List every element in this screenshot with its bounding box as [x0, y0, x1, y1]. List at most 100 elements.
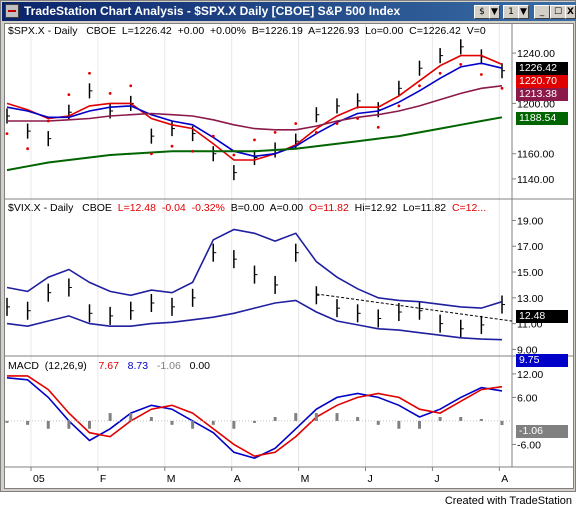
spx-sar-dot	[273, 130, 277, 134]
vix-axis-label: 15.00	[517, 267, 543, 279]
spx-low: Lo=0.00	[365, 25, 404, 37]
spx-sar-dot	[479, 73, 483, 76]
chart-gridlines	[30, 24, 500, 467]
spx-bid: B=1226.19	[251, 25, 303, 37]
vix-header: $VIX.X - Daily CBOE L=12.48 -0.04 -0.32%…	[8, 202, 486, 214]
time-axis-label: A	[501, 473, 508, 485]
spx-sar-dot	[46, 119, 50, 123]
macd-params: (12,26,9)	[44, 360, 87, 372]
time-axis-label: F	[100, 473, 106, 485]
vix-axis-label: 19.00	[517, 215, 543, 227]
spx-price-plot	[5, 39, 505, 181]
macd-line-1	[7, 375, 503, 458]
chart-area[interactable]: 1240.00 1200.00 1160.00 1140.00 19.00 17.00 15…	[4, 23, 574, 489]
spx-axis-label: 1140.00	[517, 174, 554, 186]
symbol-link-dropdown-icon[interactable]: ▼	[489, 5, 500, 19]
spx-sar-dot	[438, 71, 442, 75]
macd-plot	[5, 375, 512, 459]
vix-close: C=12...	[451, 202, 487, 214]
close-button[interactable]: X	[565, 5, 576, 19]
macd-signal-value: 8.73	[127, 360, 149, 372]
vix-symbol: $VIX.X - Daily	[8, 202, 74, 214]
spx-axis-label: 1200.00	[517, 98, 555, 110]
window-link-dropdown-icon[interactable]: ▼	[518, 5, 529, 19]
footer-credit: Created with TradeStation	[444, 495, 572, 507]
spx-ask: A=1226.93	[308, 25, 360, 37]
spx-symbol: $SPX.X - Daily	[8, 25, 78, 37]
macd-axis-label: 12.00	[517, 369, 543, 381]
spx-sar-dot	[459, 63, 463, 66]
minimize-button[interactable]: _	[534, 5, 550, 19]
axis-labels: 1240.00 1200.00 1160.00 1140.00 19.00 17.00 15…	[30, 48, 555, 485]
time-axis-label: 05	[33, 473, 45, 485]
spx-sar-dot	[356, 117, 360, 120]
macd-value: 7.67	[98, 360, 119, 372]
macd-zero-value: 0.00	[189, 360, 211, 372]
macd-header: MACD (12,26,9) 7.67 8.73 -1.06 0.00	[8, 360, 210, 372]
spx-sar-dot	[67, 93, 71, 97]
time-axis-label: M	[301, 473, 310, 485]
spx-sar-dot	[149, 152, 153, 156]
spx-sar-dot	[314, 130, 318, 134]
chart-window: TradeStation Chart Analysis - $SPX.X Dai…	[0, 0, 576, 492]
vix-axis-label: 17.00	[517, 241, 543, 253]
spx-change-pct: +0.00%	[210, 25, 246, 37]
vix-trendline	[316, 293, 513, 322]
maximize-button[interactable]: ☐	[550, 5, 566, 19]
spx-sar-dot	[397, 104, 401, 108]
vix-change: -0.04	[161, 202, 186, 214]
spx-long-ma-tag: 1188.54	[516, 112, 568, 125]
macd-hist-value: -1.06	[156, 360, 181, 372]
price-chart-canvas[interactable]: 1240.00 1200.00 1160.00 1140.00 19.00 17.00 15…	[5, 24, 573, 488]
vix-line-1	[6, 228, 503, 309]
vix-bid: B=0.00	[230, 202, 265, 214]
vix-line-2	[6, 299, 503, 341]
macd-line-0	[6, 377, 503, 459]
spx-exchange: CBOE	[86, 25, 116, 37]
symbol-link-button[interactable]: $	[474, 5, 490, 19]
vix-low: Lo=11.82	[402, 202, 447, 214]
macd-name: MACD	[8, 360, 39, 372]
spx-close: C=1226.42	[409, 25, 461, 37]
spx-line-3	[7, 85, 503, 131]
spx-fast-ma-tag: 1220.70	[516, 75, 568, 88]
spx-sar-dot	[294, 122, 298, 125]
app-chart-icon[interactable]	[5, 4, 19, 18]
title-bar[interactable]: TradeStation Chart Analysis - $SPX.X Dai…	[2, 2, 576, 21]
vix-axis-label: 13.00	[517, 293, 543, 305]
spx-sar-dot	[335, 122, 339, 125]
spx-sar-dot	[108, 91, 112, 95]
macd-axis-label: 6.00	[517, 392, 538, 404]
spx-last: L=1226.42	[121, 25, 172, 37]
vix-last: L=12.48	[117, 202, 156, 214]
spx-sar-dot	[5, 132, 9, 136]
vix-exchange: CBOE	[82, 202, 112, 214]
spx-line-4	[6, 116, 503, 172]
time-axis-label: A	[234, 473, 241, 485]
spx-sar-dot	[211, 134, 215, 138]
time-axis-label: M	[167, 473, 176, 485]
spx-sar-dot	[170, 144, 174, 148]
macd-axis-label: -6.00	[517, 439, 541, 451]
spx-header: $SPX.X - Daily CBOE L=1226.42 +0.00 +0.0…	[8, 25, 486, 37]
vix-price-plot	[6, 228, 513, 341]
spx-volume: V=0	[466, 25, 486, 37]
spx-sar-dot	[191, 149, 195, 153]
window-link-button[interactable]: 1	[503, 5, 519, 19]
spx-line-2	[6, 62, 503, 158]
vix-ask: A=0.00	[269, 202, 304, 214]
spx-change: +0.00	[177, 25, 205, 37]
spx-slow-ma-tag: 1213.38	[516, 88, 568, 101]
spx-sar-dot	[376, 125, 380, 129]
vix-open: O=11.82	[309, 202, 349, 214]
window-title: TradeStation Chart Analysis - $SPX.X Dai…	[24, 4, 401, 18]
time-axis-label: J	[434, 473, 439, 485]
macd-hist-tag: -1.06	[516, 425, 568, 438]
spx-sar-dot	[26, 147, 30, 151]
spx-sar-dot	[88, 71, 91, 75]
spx-line-1	[6, 54, 503, 161]
spx-last-price-tag: 1226.42	[516, 62, 568, 75]
vix-high: Hi=12.92	[354, 202, 397, 214]
spx-axis-label: 1160.00	[517, 149, 554, 161]
time-axis-label: J	[368, 473, 373, 485]
